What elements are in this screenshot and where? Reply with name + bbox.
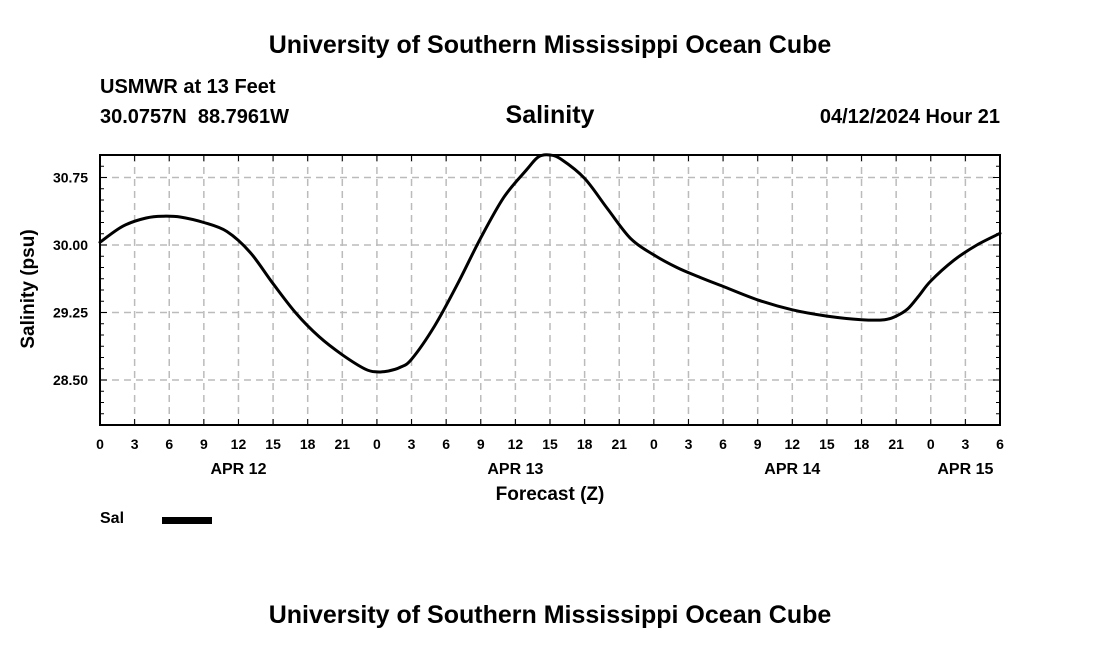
date-label: APR 13 (487, 461, 543, 478)
x-tick-label: 0 (373, 436, 381, 452)
x-axis-label: Forecast (Z) (496, 484, 605, 505)
x-tick-label: 12 (231, 436, 247, 452)
x-tick-label: 12 (508, 436, 524, 452)
x-tick-label: 0 (650, 436, 658, 452)
x-tick-label: 15 (542, 436, 558, 452)
station-coordinates: 30.0757N 88.7961W (100, 106, 290, 128)
y-tick-label: 29.25 (53, 305, 88, 321)
footer-title: University of Southern Mississippi Ocean… (268, 601, 832, 629)
x-tick-label: 6 (442, 436, 450, 452)
x-tick-labels: 0 3 6 9 12 15 18 21 0 3 6 9 12 15 18 21 0 3 6 9 12 15 18 21 0 3 6 (96, 436, 1004, 452)
x-tick-label: 15 (819, 436, 835, 452)
x-tick-label: 12 (785, 436, 801, 452)
station-name: USMWR at 13 Feet (100, 76, 276, 98)
y-tick-label: 30.00 (53, 237, 88, 253)
date-labels: APR 12 APR 13 APR 14 APR 15 (210, 461, 993, 478)
y-tick-label: 28.50 (53, 372, 88, 388)
x-tick-label: 9 (754, 436, 762, 452)
x-tick-label: 6 (165, 436, 173, 452)
x-tick-label: 3 (131, 436, 139, 452)
page-title: University of Southern Mississippi Ocean… (268, 31, 832, 59)
date-label: APR 15 (937, 461, 993, 478)
y-tick-label: 30.75 (53, 170, 88, 186)
x-tick-label: 18 (577, 436, 593, 452)
grid (100, 155, 1000, 425)
x-tick-label: 3 (685, 436, 693, 452)
x-tick-label: 21 (888, 436, 904, 452)
y-tick-labels: 28.50 29.25 30.00 30.75 (53, 170, 88, 389)
x-tick-label: 6 (996, 436, 1004, 452)
y-axis-label: Salinity (psu) (18, 229, 39, 348)
date-label: APR 14 (764, 461, 820, 478)
x-tick-label: 9 (200, 436, 208, 452)
x-tick-label: 6 (719, 436, 727, 452)
x-tick-label: 3 (408, 436, 416, 452)
date-label: APR 12 (210, 461, 266, 478)
x-tick-label: 21 (611, 436, 627, 452)
legend-label: Sal (100, 510, 125, 527)
x-tick-label: 15 (265, 436, 281, 452)
x-tick-label: 18 (300, 436, 316, 452)
x-tick-label: 18 (854, 436, 870, 452)
x-tick-label: 0 (96, 436, 104, 452)
x-tick-label: 3 (961, 436, 969, 452)
series-line-sal (98, 153, 1002, 374)
legend-swatch (162, 517, 212, 524)
x-tick-label: 9 (477, 436, 485, 452)
chart-title: Salinity (505, 101, 595, 129)
forecast-timestamp: 04/12/2024 Hour 21 (819, 106, 1000, 128)
x-tick-label: 0 (927, 436, 935, 452)
x-tick-label: 21 (335, 436, 351, 452)
